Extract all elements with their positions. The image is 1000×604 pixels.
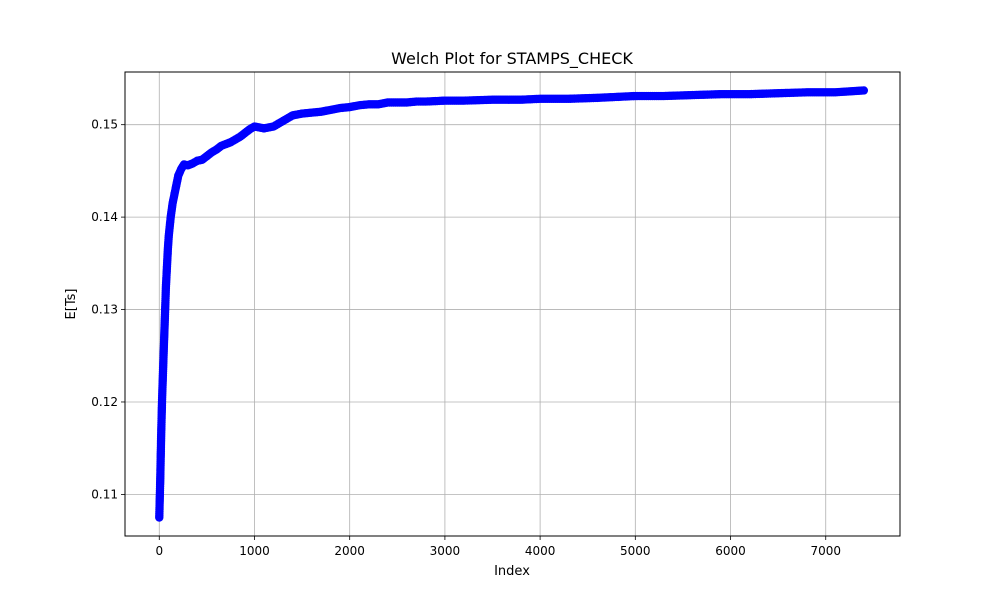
y-tick-label: 0.12 (91, 395, 118, 409)
x-tick-label: 7000 (810, 544, 841, 558)
y-axis-label: E[Ts] (64, 289, 79, 320)
x-tick-label: 2000 (334, 544, 365, 558)
y-tick-label: 0.14 (91, 210, 118, 224)
y-tick-label: 0.13 (91, 303, 118, 317)
x-tick-label: 6000 (715, 544, 746, 558)
x-axis-label: Index (494, 564, 530, 579)
x-tick-label: 4000 (525, 544, 556, 558)
grid (125, 72, 900, 536)
plot-frame (124, 71, 901, 537)
data-point (859, 86, 869, 95)
y-tick-label: 0.15 (91, 118, 118, 132)
data-points (155, 86, 869, 522)
x-tick-label: 5000 (620, 544, 651, 558)
chart-title: Welch Plot for STAMPS_CHECK (391, 49, 633, 69)
axis-ticks: 0 1000 2000 3000 4000 5000 6000 7000 0.11 0.12 0.1… (91, 118, 841, 558)
x-tick-label: 3000 (430, 544, 461, 558)
x-tick-label: 1000 (239, 544, 270, 558)
y-tick-label: 0.11 (91, 487, 118, 501)
x-tick-label: 0 (155, 544, 163, 558)
